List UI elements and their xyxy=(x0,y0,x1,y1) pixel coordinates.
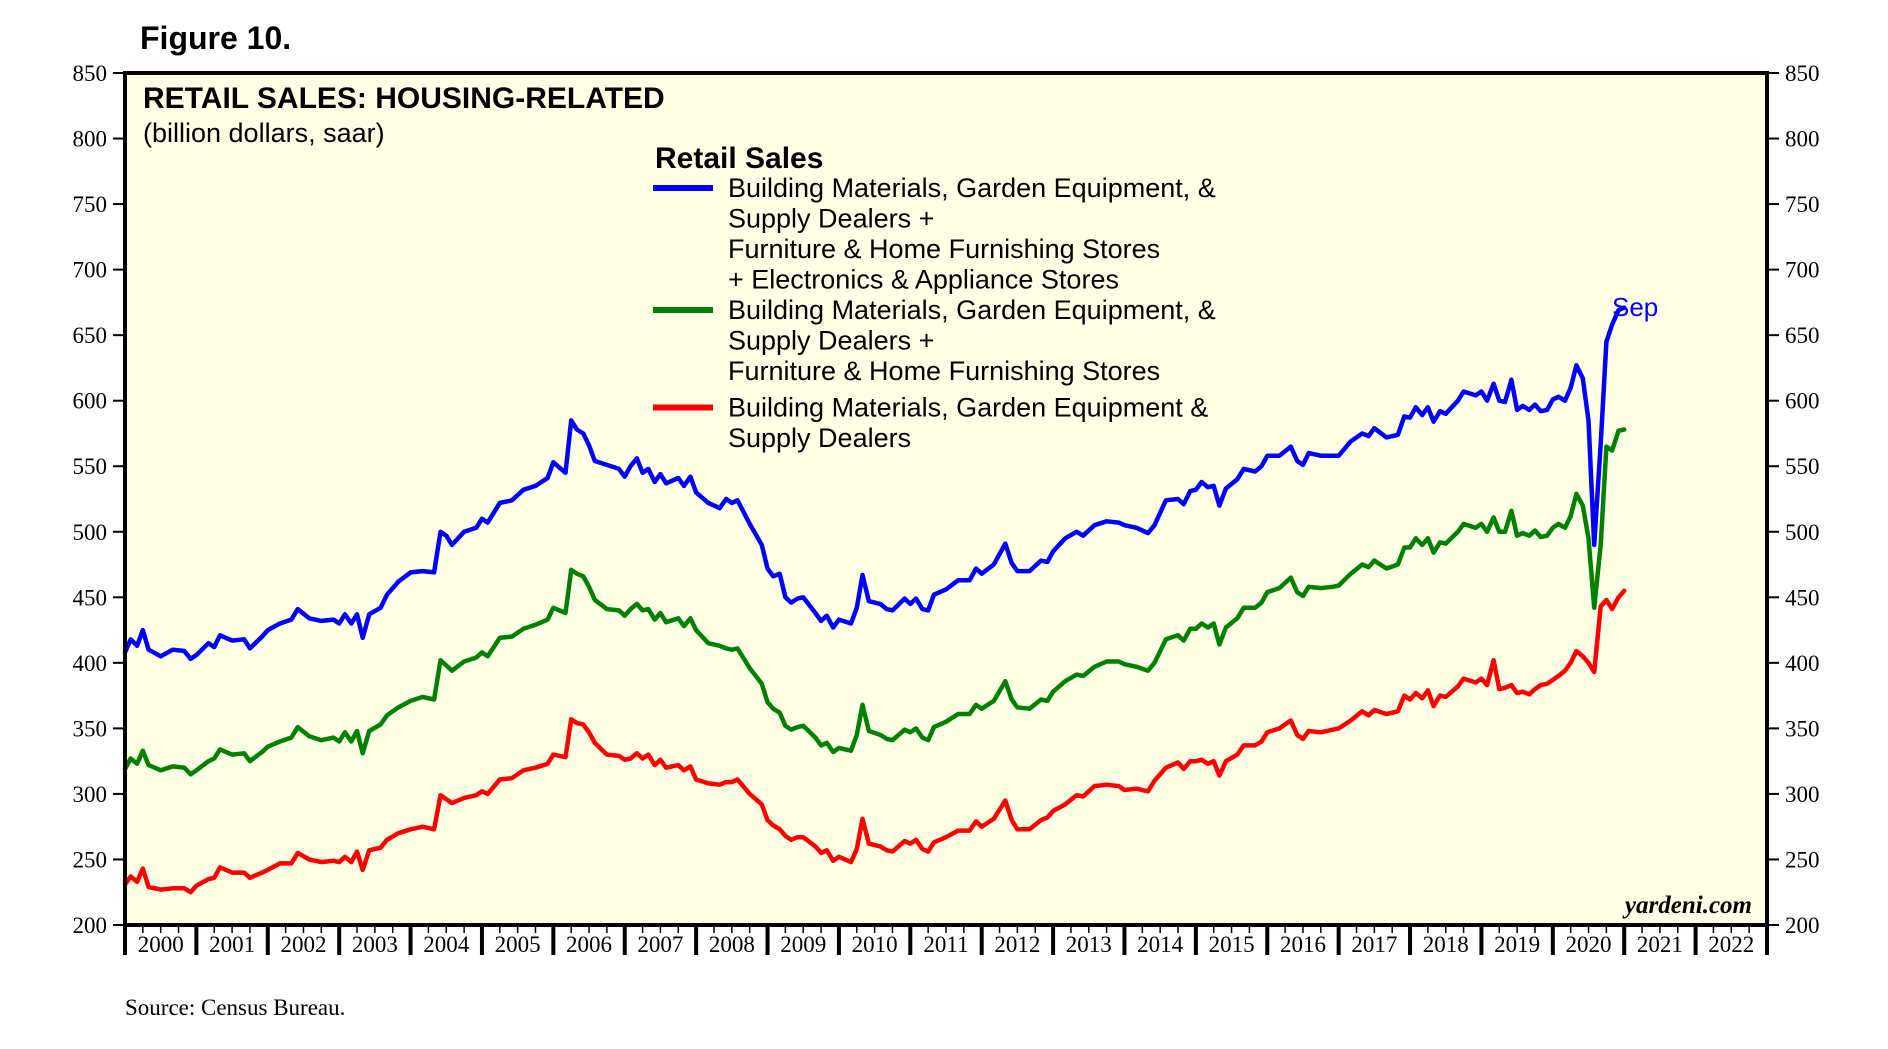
y-tick-label-left: 750 xyxy=(73,192,108,217)
legend-entries: Building Materials, Garden Equipment, &S… xyxy=(653,173,1216,453)
x-tick-label: 2008 xyxy=(709,932,755,957)
end-annotation-sep: Sep xyxy=(1612,292,1658,322)
y-tick-label-right: 700 xyxy=(1785,258,1820,283)
y-tick-label-left: 450 xyxy=(73,585,108,610)
legend-label-1: Supply Dealers + xyxy=(728,204,934,234)
y-tick-label-right: 400 xyxy=(1785,651,1820,676)
x-tick-label: 2020 xyxy=(1566,932,1612,957)
x-tick-label: 2004 xyxy=(423,932,470,957)
plot-frame xyxy=(123,71,1769,927)
x-tick-label: 2017 xyxy=(1351,932,1397,957)
x-tick-label: 2015 xyxy=(1209,932,1255,957)
legend-label-2: Furniture & Home Furnishing Stores xyxy=(728,356,1160,386)
x-tick-label: 2001 xyxy=(209,932,255,957)
legend: Retail Sales Building Materials, Garden … xyxy=(653,142,1216,453)
y-tick-label-right: 550 xyxy=(1785,454,1820,479)
series-line-3 xyxy=(122,588,1627,895)
y-tick-label-right: 350 xyxy=(1785,716,1820,741)
y-axis-right: 200 250 300 350 400 450 500 550 600 650 700 750 800 8… xyxy=(1767,61,1820,938)
y-tick-label-left: 200 xyxy=(73,913,108,938)
x-tick-label: 2012 xyxy=(994,932,1040,957)
y-tick-label-right: 500 xyxy=(1785,520,1820,545)
x-tick-label: 2022 xyxy=(1708,932,1754,957)
x-tick-label: 2007 xyxy=(637,932,683,957)
y-tick-label-left: 800 xyxy=(73,127,108,152)
x-tick-label: 2005 xyxy=(495,932,541,957)
x-tick-label: 2000 xyxy=(138,932,184,957)
legend-label-1: Building Materials, Garden Equipment, & xyxy=(728,173,1216,203)
plot-background xyxy=(125,73,1767,925)
y-tick-label-right: 750 xyxy=(1785,192,1820,217)
y-tick-label-left: 600 xyxy=(73,389,108,414)
y-tick-label-left: 500 xyxy=(73,520,108,545)
x-tick-label: 2019 xyxy=(1494,932,1540,957)
series-line-1 xyxy=(122,305,1627,662)
y-tick-label-left: 300 xyxy=(73,782,108,807)
y-tick-label-left: 250 xyxy=(73,847,108,872)
x-tick-label: 2010 xyxy=(852,932,898,957)
legend-label-1: Furniture & Home Furnishing Stores xyxy=(728,234,1160,264)
y-tick-label-right: 600 xyxy=(1785,389,1820,414)
y-tick-label-left: 400 xyxy=(73,651,108,676)
y-tick-label-left: 550 xyxy=(73,454,108,479)
x-axis: 2000 2001 2002 2003 2004 2005 2006 2007 2008 2009… xyxy=(123,925,1769,957)
y-tick-label-left: 850 xyxy=(73,61,108,86)
y-tick-label-right: 250 xyxy=(1785,847,1820,872)
y-tick-label-left: 700 xyxy=(73,258,108,283)
legend-label-3: Building Materials, Garden Equipment & xyxy=(728,393,1208,423)
x-tick-label: 2018 xyxy=(1423,932,1469,957)
x-tick-label: 2014 xyxy=(1137,932,1184,957)
figure-label: Figure 10. xyxy=(140,20,292,56)
legend-title: Retail Sales xyxy=(655,142,823,175)
x-tick-label: 2013 xyxy=(1066,932,1112,957)
legend-label-1: + Electronics & Appliance Stores xyxy=(728,265,1119,295)
y-tick-label-right: 450 xyxy=(1785,585,1820,610)
x-tick-label: 2016 xyxy=(1280,932,1326,957)
x-tick-label: 2006 xyxy=(566,932,612,957)
x-tick-label: 2009 xyxy=(780,932,826,957)
legend-label-3: Supply Dealers xyxy=(728,423,911,453)
y-tick-label-right: 650 xyxy=(1785,323,1820,348)
legend-label-2: Supply Dealers + xyxy=(728,326,934,356)
y-axis-left: 200 250 300 350 400 450 500 550 600 650 700 750 800 8… xyxy=(73,61,125,938)
y-tick-label-right: 200 xyxy=(1785,913,1820,938)
chart-title: RETAIL SALES: HOUSING-RELATED xyxy=(143,82,665,115)
source-note: Source: Census Bureau. xyxy=(125,995,346,1020)
series-layer xyxy=(122,305,1627,895)
x-tick-label: 2011 xyxy=(923,932,968,957)
x-tick-label: 2003 xyxy=(352,932,398,957)
y-tick-label-right: 300 xyxy=(1785,782,1820,807)
watermark: yardeni.com xyxy=(1622,892,1752,919)
x-tick-label: 2002 xyxy=(280,932,326,957)
legend-label-2: Building Materials, Garden Equipment, & xyxy=(728,295,1216,325)
y-tick-label-right: 800 xyxy=(1785,127,1820,152)
x-tick-label: 2021 xyxy=(1637,932,1683,957)
chart-subtitle: (billion dollars, saar) xyxy=(143,118,385,148)
y-tick-label-left: 350 xyxy=(73,716,108,741)
y-tick-label-right: 850 xyxy=(1785,61,1820,86)
series-line-2 xyxy=(122,427,1627,777)
y-tick-label-left: 650 xyxy=(73,323,108,348)
